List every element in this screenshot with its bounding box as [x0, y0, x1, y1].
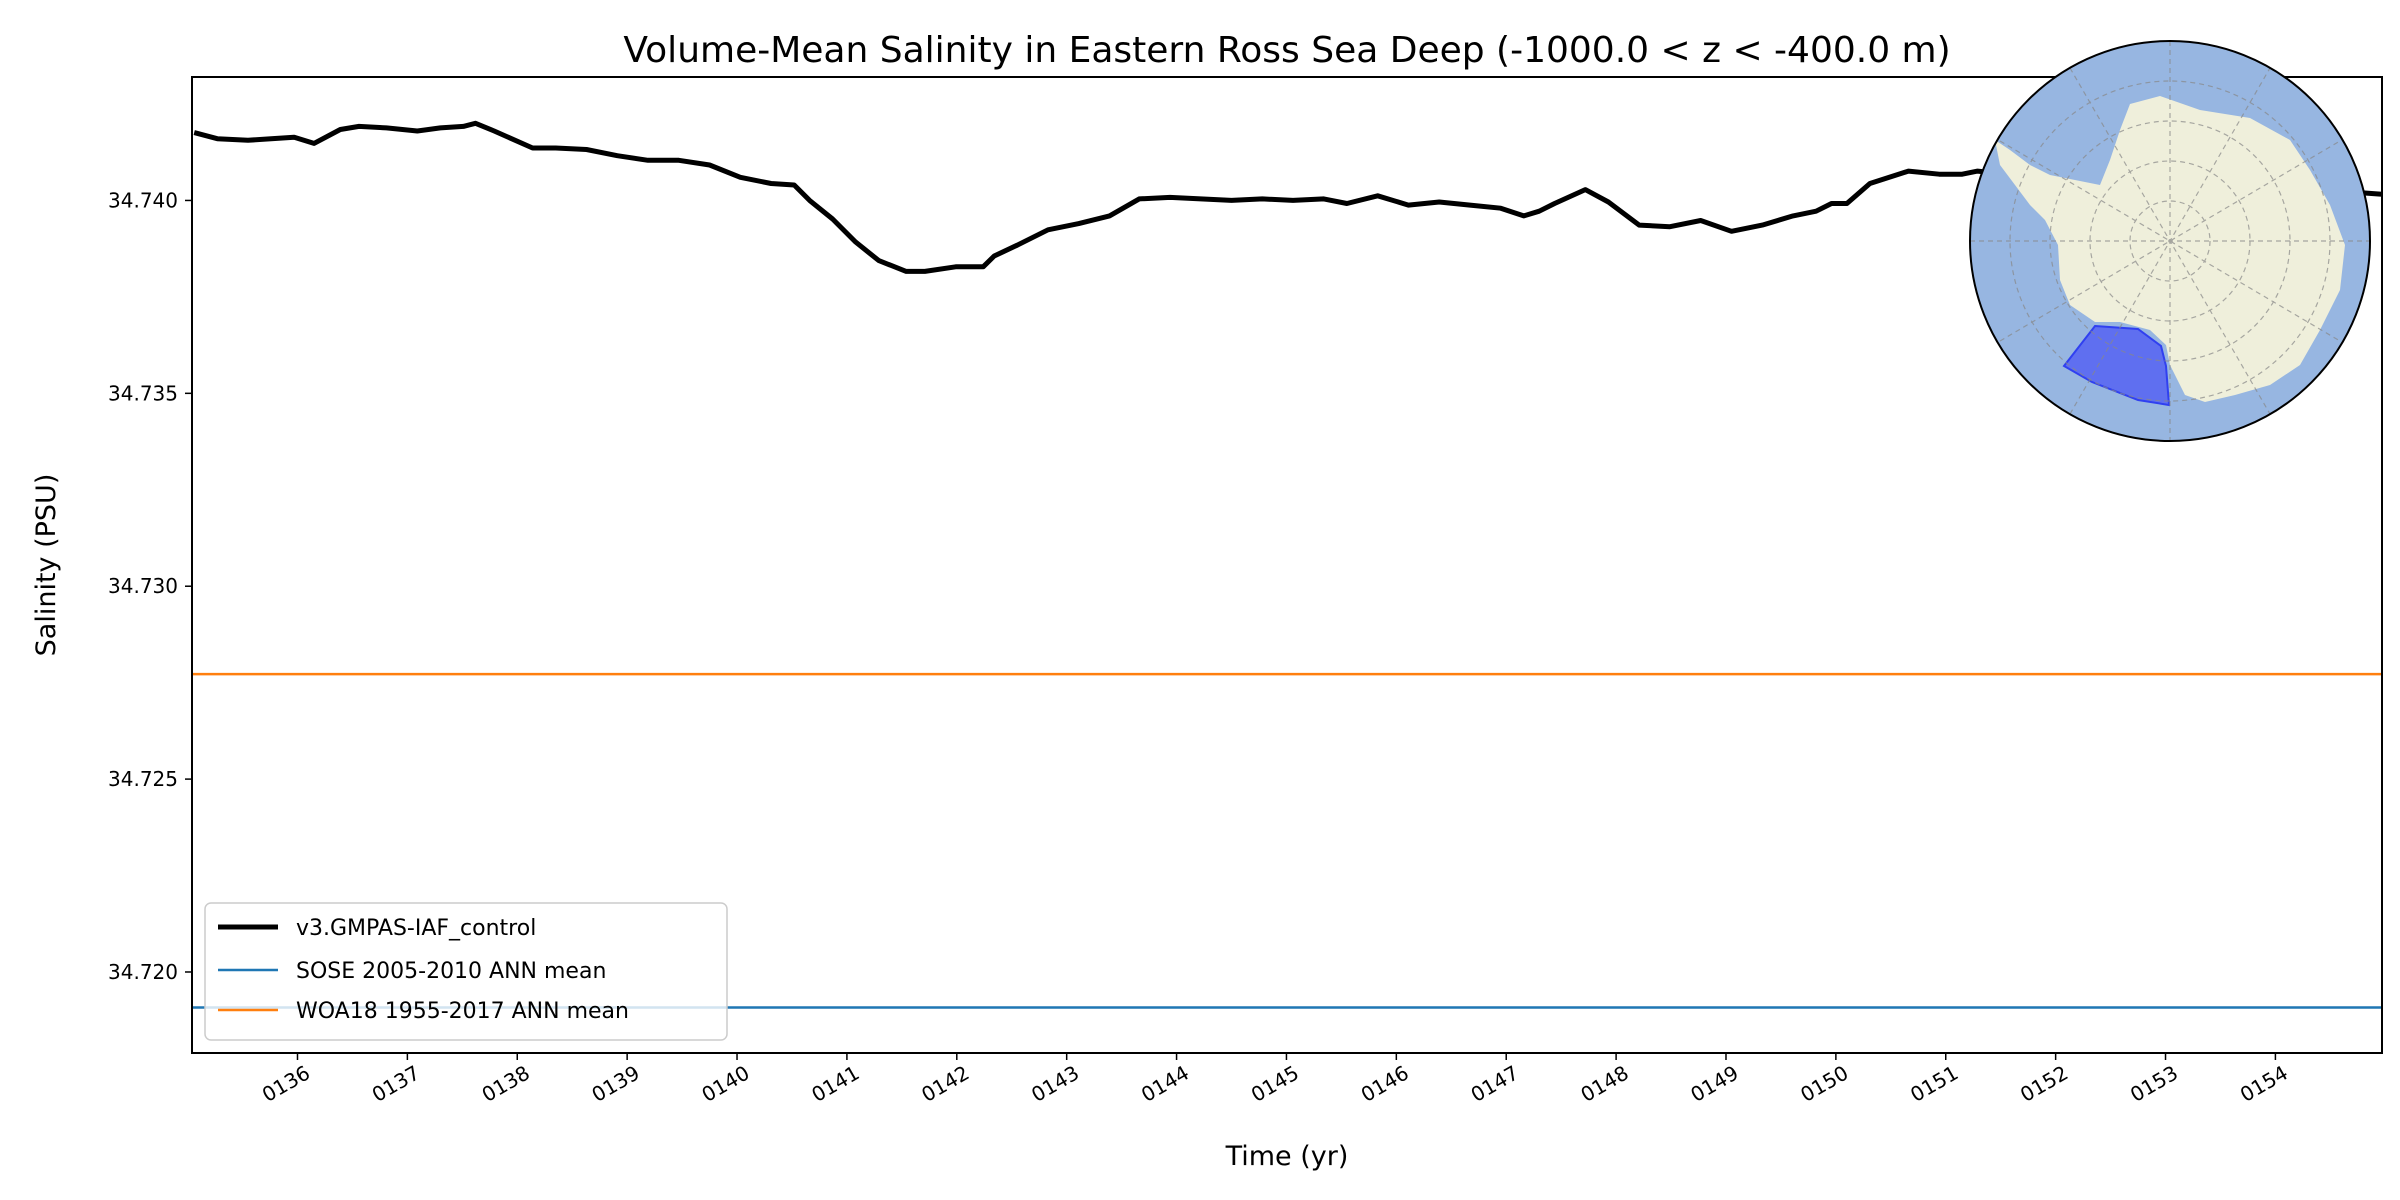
x-tick-label: 0149	[1686, 1061, 1742, 1107]
x-tick-label: 0150	[1796, 1061, 1852, 1107]
legend-label-sose: SOSE 2005-2010 ANN mean	[296, 959, 606, 984]
y-tick-label: 34.730	[108, 574, 178, 598]
y-tick-label: 34.720	[108, 960, 178, 984]
map-region-eastern-ross-sea	[2062, 324, 2171, 407]
x-tick-label: 0137	[368, 1061, 424, 1107]
x-axis-label: Time (yr)	[1225, 1141, 1349, 1172]
x-tick-label: 0153	[2126, 1061, 2182, 1107]
legend-label-woa: WOA18 1955-2017 ANN mean	[296, 999, 629, 1024]
chart-title: Volume-Mean Salinity in Eastern Ross Sea…	[623, 30, 1950, 71]
x-tick-label: 0145	[1247, 1061, 1303, 1107]
x-tick-label: 0154	[2236, 1061, 2292, 1107]
y-tick-label: 34.735	[108, 381, 178, 405]
inset-map	[1969, 40, 2371, 442]
y-tick-label: 34.725	[108, 767, 178, 791]
x-tick-label: 0146	[1357, 1061, 1413, 1107]
x-tick-label: 0152	[2016, 1061, 2072, 1107]
legend: v3.GMPAS-IAF_control SOSE 2005-2010 ANN …	[204, 902, 728, 1041]
x-tick-label: 0148	[1577, 1061, 1633, 1107]
y-tick-label: 34.740	[108, 188, 178, 212]
x-tick-label: 0142	[917, 1061, 973, 1107]
x-tick-label: 0139	[588, 1061, 644, 1107]
series-model-line	[193, 120, 2383, 274]
axes-frame	[191, 76, 2383, 1054]
x-tick-label: 0144	[1137, 1061, 1193, 1107]
y-axis-label: Salinity (PSU)	[31, 474, 62, 657]
x-tick-label: 0151	[1906, 1061, 1962, 1107]
legend-label-model: v3.GMPAS-IAF_control	[296, 916, 536, 941]
x-tick-label: 0138	[478, 1061, 534, 1107]
map-graticule	[1970, 41, 2370, 441]
x-tick-label: 0141	[807, 1061, 863, 1107]
x-tick-label: 0143	[1027, 1061, 1083, 1107]
x-tick-label: 0140	[697, 1061, 753, 1107]
x-tick-label: 0147	[1467, 1061, 1523, 1107]
x-tick-label: 0136	[258, 1061, 314, 1107]
